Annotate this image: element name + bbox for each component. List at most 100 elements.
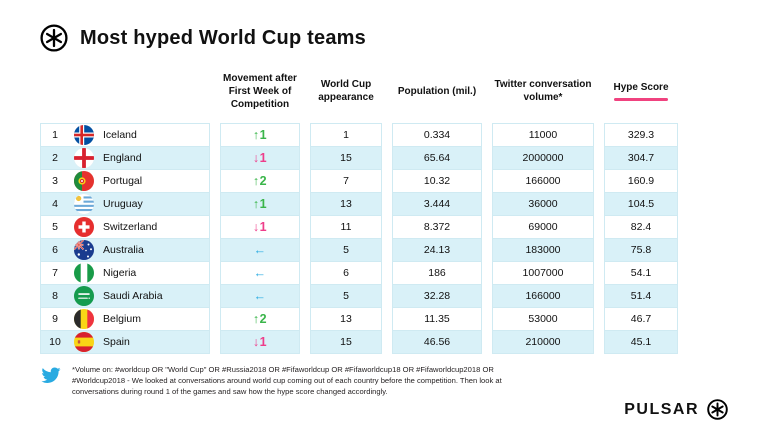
appearance-value: 1 — [310, 123, 382, 147]
hype-score-value: 304.7 — [604, 146, 678, 170]
page-title: Most hyped World Cup teams — [80, 26, 366, 49]
appearance-value: 5 — [310, 238, 382, 262]
table-row: 3 Portugal ↑2 7 10.32 166000 160.9 — [40, 169, 688, 193]
brand-block: PULSAR — [624, 399, 728, 420]
population-value: 32.28 — [392, 284, 482, 308]
flag-iceland-icon — [74, 125, 94, 145]
team-cell: 6 Australia — [40, 238, 210, 262]
population-value: 10.32 — [392, 169, 482, 193]
rank-value: 6 — [52, 244, 58, 256]
table-row: 5 Switzerland ↓1 11 8.372 69000 82.4 — [40, 215, 688, 239]
team-cell: 1 Iceland — [40, 123, 210, 147]
twitter-volume-value: 36000 — [492, 192, 594, 216]
rank-value: 8 — [52, 290, 58, 302]
team-name: Switzerland — [103, 221, 158, 233]
flag-england-icon — [74, 148, 94, 168]
twitter-volume-value: 210000 — [492, 330, 594, 354]
team-cell: 4 Uruguay — [40, 192, 210, 216]
rank-value: 4 — [52, 198, 58, 210]
team-cell: 5 Switzerland — [40, 215, 210, 239]
appearance-value: 7 — [310, 169, 382, 193]
team-cell: 2 England — [40, 146, 210, 170]
title-row: Most hyped World Cup teams — [40, 24, 728, 52]
team-name: England — [103, 152, 142, 164]
table-row: 8 Saudi Arabia ← 5 32.28 166000 51.4 — [40, 284, 688, 308]
movement-value: ↓1 — [220, 146, 300, 170]
movement-value: ↑2 — [220, 169, 300, 193]
team-name: Iceland — [103, 129, 137, 141]
flag-uruguay-icon — [74, 194, 94, 214]
rank-value: 9 — [52, 313, 58, 325]
flag-nigeria-icon — [74, 263, 94, 283]
col-header-appearance: World Cup appearance — [318, 79, 374, 103]
appearance-value: 11 — [310, 215, 382, 239]
twitter-volume-value: 1007000 — [492, 261, 594, 285]
team-name: Uruguay — [103, 198, 143, 210]
hype-score-underline — [614, 98, 668, 101]
team-name: Spain — [103, 336, 130, 348]
table-row: 4 Uruguay ↑1 13 3.444 36000 104.5 — [40, 192, 688, 216]
population-value: 186 — [392, 261, 482, 285]
table-row: 9 Belgium ↑2 13 11.35 53000 46.7 — [40, 307, 688, 331]
rank-value: 5 — [52, 221, 58, 233]
hype-score-value: 51.4 — [604, 284, 678, 308]
twitter-volume-value: 183000 — [492, 238, 594, 262]
rank-value: 1 — [52, 129, 58, 141]
table-row: 6 Australia ← 5 24.13 183000 75.8 — [40, 238, 688, 262]
pulsar-logo-icon — [40, 24, 68, 52]
hype-score-value: 45.1 — [604, 330, 678, 354]
table-row: 2 England ↓1 15 65.64 2000000 304.7 — [40, 146, 688, 170]
movement-value: ↓1 — [220, 330, 300, 354]
flag-australia-icon — [74, 240, 94, 260]
team-name: Belgium — [103, 313, 141, 325]
footnote-text: *Volume on: #worldcup OR "World Cup" OR … — [72, 365, 502, 396]
rank-value: 10 — [49, 336, 61, 348]
movement-value: ↑2 — [220, 307, 300, 331]
hype-score-value: 160.9 — [604, 169, 678, 193]
appearance-value: 13 — [310, 192, 382, 216]
twitter-volume-value: 166000 — [492, 169, 594, 193]
hype-score-value: 329.3 — [604, 123, 678, 147]
team-cell: 7 Nigeria — [40, 261, 210, 285]
flag-saudi-arabia-icon — [74, 286, 94, 306]
twitter-icon — [40, 365, 61, 386]
appearance-value: 13 — [310, 307, 382, 331]
col-header-population: Population (mil.) — [397, 85, 477, 97]
population-value: 46.56 — [392, 330, 482, 354]
movement-value: ← — [220, 284, 300, 308]
footnote-row: *Volume on: #worldcup OR "World Cup" OR … — [40, 364, 545, 397]
hype-score-value: 46.7 — [604, 307, 678, 331]
twitter-volume-value: 166000 — [492, 284, 594, 308]
team-name: Australia — [103, 244, 144, 256]
table-body: 1 Iceland ↑1 1 0.334 11000 329.3 2 Engla… — [40, 123, 688, 354]
flag-portugal-icon — [74, 171, 94, 191]
table-row: 1 Iceland ↑1 1 0.334 11000 329.3 — [40, 123, 688, 147]
hype-score-value: 54.1 — [604, 261, 678, 285]
appearance-value: 15 — [310, 146, 382, 170]
twitter-volume-value: 53000 — [492, 307, 594, 331]
twitter-volume-value: 2000000 — [492, 146, 594, 170]
team-name: Portugal — [103, 175, 143, 187]
flag-spain-icon — [74, 332, 94, 352]
col-header-movement: Movement after First Week of Competition — [223, 72, 297, 110]
appearance-value: 5 — [310, 284, 382, 308]
hype-score-value: 104.5 — [604, 192, 678, 216]
pulsar-logo-icon — [707, 399, 728, 420]
population-value: 3.444 — [392, 192, 482, 216]
hype-score-value: 75.8 — [604, 238, 678, 262]
team-cell: 10 Spain — [40, 330, 210, 354]
team-cell: 8 Saudi Arabia — [40, 284, 210, 308]
population-value: 0.334 — [392, 123, 482, 147]
team-cell: 9 Belgium — [40, 307, 210, 331]
team-cell: 3 Portugal — [40, 169, 210, 193]
appearance-value: 15 — [310, 330, 382, 354]
movement-value: ↑1 — [220, 192, 300, 216]
col-header-hype: Hype Score — [604, 81, 678, 101]
team-name: Saudi Arabia — [103, 290, 163, 302]
movement-value: ↑1 — [220, 123, 300, 147]
flag-belgium-icon — [74, 309, 94, 329]
table-header-row: Movement after First Week of Competition… — [40, 64, 688, 123]
rank-value: 7 — [52, 267, 58, 279]
hype-table: Movement after First Week of Competition… — [40, 64, 688, 354]
